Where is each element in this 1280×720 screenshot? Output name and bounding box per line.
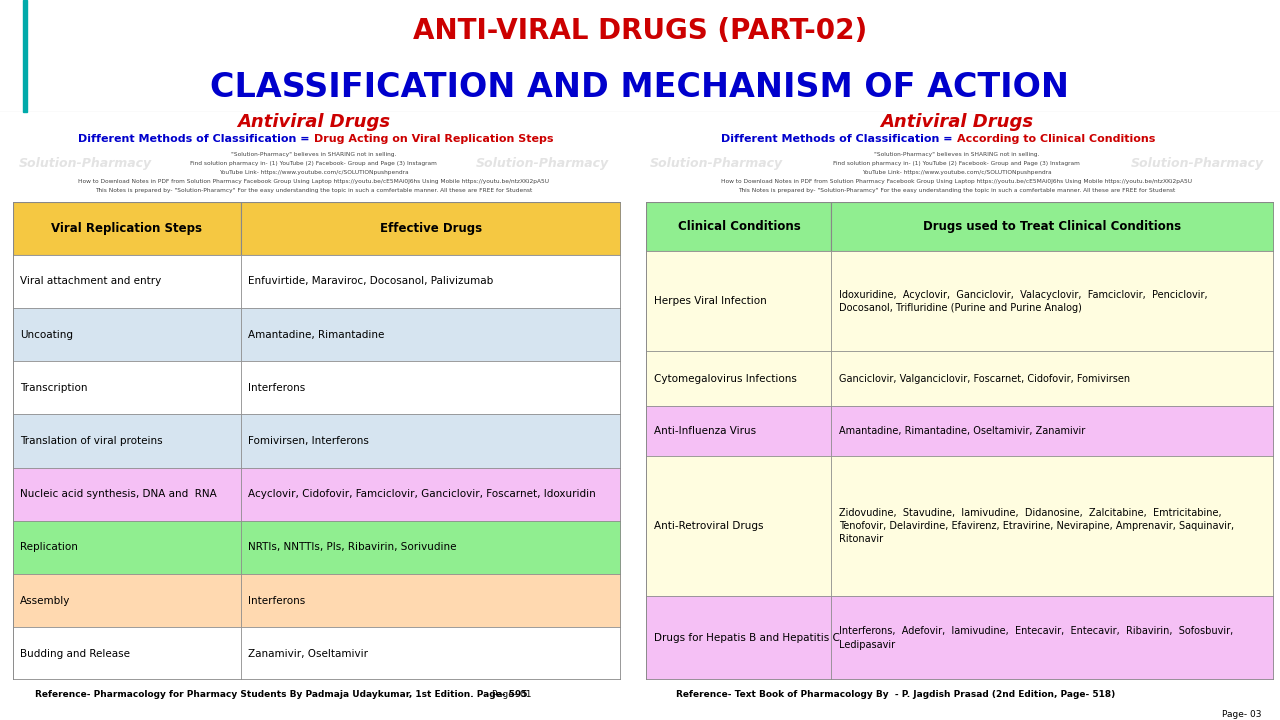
Text: Amantadine, Rimantadine, Oseltamivir, Zanamivir: Amantadine, Rimantadine, Oseltamivir, Za… bbox=[838, 426, 1085, 436]
FancyBboxPatch shape bbox=[832, 456, 1274, 595]
Circle shape bbox=[1196, 453, 1265, 505]
Text: Viral Replication Steps: Viral Replication Steps bbox=[51, 222, 202, 235]
Text: Interferons: Interferons bbox=[248, 383, 306, 393]
Text: Interferons: Interferons bbox=[248, 595, 306, 606]
Text: YouTube Link- https://www.youtube.com/c/SOLUTIONpushpendra: YouTube Link- https://www.youtube.com/c/… bbox=[219, 171, 408, 175]
Text: Solution-Pharmacy: Solution-Pharmacy bbox=[649, 157, 782, 171]
Text: Interferons,  Adefovir,  lamivudine,  Entecavir,  Entecavir,  Ribavirin,  Sofosb: Interferons, Adefovir, lamivudine, Entec… bbox=[838, 626, 1233, 649]
Text: "Solution-Pharmacy" believes in SHARING not in selling.: "Solution-Pharmacy" believes in SHARING … bbox=[230, 153, 397, 157]
Text: Drugs for Hepatis B and Hepatitis C: Drugs for Hepatis B and Hepatitis C bbox=[654, 633, 840, 643]
Text: Find solution pharmacy in- (1) YouTube (2) Facebook- Group and Page (3) Instagra: Find solution pharmacy in- (1) YouTube (… bbox=[191, 161, 436, 166]
Text: Antiviral Drugs: Antiviral Drugs bbox=[237, 113, 390, 131]
FancyBboxPatch shape bbox=[241, 521, 621, 574]
FancyBboxPatch shape bbox=[241, 202, 621, 255]
FancyBboxPatch shape bbox=[13, 521, 241, 574]
FancyBboxPatch shape bbox=[646, 251, 832, 351]
Text: Solution-Pharmacy: Solution-Pharmacy bbox=[476, 157, 609, 171]
Text: CLASSIFICATION AND MECHANISM OF ACTION: CLASSIFICATION AND MECHANISM OF ACTION bbox=[210, 71, 1070, 104]
FancyBboxPatch shape bbox=[241, 574, 621, 627]
Text: Idoxuridine,  Acyclovir,  Ganciclovir,  Valacyclovir,  Famciclovir,  Penciclovir: Idoxuridine, Acyclovir, Ganciclovir, Val… bbox=[838, 289, 1207, 313]
Text: This Notes is prepared by- "Solution-Pharamcy" For the easy understanding the to: This Notes is prepared by- "Solution-Pha… bbox=[739, 189, 1175, 193]
Text: Translation of viral proteins: Translation of viral proteins bbox=[20, 436, 163, 446]
Text: Reference- Pharmacology for Pharmacy Students By Padmaja Udaykumar, 1st Edition.: Reference- Pharmacology for Pharmacy Stu… bbox=[36, 690, 527, 698]
Circle shape bbox=[545, 453, 612, 505]
Text: Page- 01: Page- 01 bbox=[493, 690, 531, 698]
Text: Different Methods of Classification =: Different Methods of Classification = bbox=[722, 134, 957, 143]
Text: Clinical Conditions: Clinical Conditions bbox=[677, 220, 800, 233]
Text: Page- 03: Page- 03 bbox=[1222, 710, 1261, 719]
FancyBboxPatch shape bbox=[832, 251, 1274, 351]
FancyBboxPatch shape bbox=[13, 202, 241, 255]
Text: Drug Acting on Viral Replication Steps: Drug Acting on Viral Replication Steps bbox=[314, 134, 553, 143]
FancyBboxPatch shape bbox=[646, 406, 832, 456]
Text: Anti-Retroviral Drugs: Anti-Retroviral Drugs bbox=[654, 521, 763, 531]
Text: Solution-Pharmacy: Solution-Pharmacy bbox=[827, 429, 1093, 453]
FancyBboxPatch shape bbox=[832, 595, 1274, 680]
Text: Uncoating: Uncoating bbox=[20, 330, 73, 340]
Text: Reference- Text Book of Pharmacology By  - P. Jagdish Prasad (2nd Edition, Page-: Reference- Text Book of Pharmacology By … bbox=[676, 690, 1116, 698]
Text: Fomivirsen, Interferons: Fomivirsen, Interferons bbox=[248, 436, 369, 446]
Text: "Solution-Pharmacy" believes in SHARING not in selling.: "Solution-Pharmacy" believes in SHARING … bbox=[874, 153, 1039, 157]
Text: Transcription: Transcription bbox=[20, 383, 87, 393]
FancyBboxPatch shape bbox=[13, 415, 241, 467]
Text: Enfuvirtide, Maraviroc, Docosanol, Palivizumab: Enfuvirtide, Maraviroc, Docosanol, Paliv… bbox=[248, 276, 493, 287]
Text: Acyclovir, Cidofovir, Famciclovir, Ganciclovir, Foscarnet, Idoxuridin: Acyclovir, Cidofovir, Famciclovir, Ganci… bbox=[248, 489, 596, 499]
Text: Anti-Influenza Virus: Anti-Influenza Virus bbox=[654, 426, 756, 436]
FancyBboxPatch shape bbox=[832, 351, 1274, 406]
FancyBboxPatch shape bbox=[832, 406, 1274, 456]
Text: Viral attachment and entry: Viral attachment and entry bbox=[20, 276, 161, 287]
FancyBboxPatch shape bbox=[13, 255, 241, 308]
Text: How to Download Notes in PDF from Solution Pharmacy Facebook Group Using Laptop : How to Download Notes in PDF from Soluti… bbox=[78, 179, 549, 184]
Bar bbox=[23, 0, 27, 112]
FancyBboxPatch shape bbox=[13, 361, 241, 415]
FancyBboxPatch shape bbox=[646, 456, 832, 595]
Text: Replication: Replication bbox=[20, 542, 78, 552]
FancyBboxPatch shape bbox=[13, 574, 241, 627]
Text: How to Download Notes in PDF from Solution Pharmacy Facebook Group Using Laptop : How to Download Notes in PDF from Soluti… bbox=[722, 179, 1192, 184]
Text: Amantadine, Rimantadine: Amantadine, Rimantadine bbox=[248, 330, 384, 340]
Text: Ganciclovir, Valganciclovir, Foscarnet, Cidofovir, Fomivirsen: Ganciclovir, Valganciclovir, Foscarnet, … bbox=[838, 374, 1130, 384]
FancyBboxPatch shape bbox=[241, 361, 621, 415]
Text: NRTIs, NNTTIs, PIs, Ribavirin, Sorivudine: NRTIs, NNTTIs, PIs, Ribavirin, Sorivudin… bbox=[248, 542, 457, 552]
FancyBboxPatch shape bbox=[832, 202, 1274, 251]
Text: Different Methods of Classification =: Different Methods of Classification = bbox=[78, 134, 314, 143]
FancyBboxPatch shape bbox=[241, 467, 621, 521]
FancyBboxPatch shape bbox=[241, 255, 621, 308]
FancyBboxPatch shape bbox=[646, 351, 832, 406]
Text: Assembly: Assembly bbox=[20, 595, 70, 606]
Text: Herpes Viral Infection: Herpes Viral Infection bbox=[654, 297, 767, 306]
Text: Zanamivir, Oseltamivir: Zanamivir, Oseltamivir bbox=[248, 649, 369, 659]
Text: Solution-Pharmacy: Solution-Pharmacy bbox=[317, 429, 584, 453]
Text: ANTI-VIRAL DRUGS (PART-02): ANTI-VIRAL DRUGS (PART-02) bbox=[413, 17, 867, 45]
FancyBboxPatch shape bbox=[241, 627, 621, 680]
Text: Find solution pharmacy in- (1) YouTube (2) Facebook- Group and Page (3) Instagra: Find solution pharmacy in- (1) YouTube (… bbox=[833, 161, 1080, 166]
FancyBboxPatch shape bbox=[241, 415, 621, 467]
Text: According to Clinical Conditions: According to Clinical Conditions bbox=[957, 134, 1155, 143]
Text: Antiviral Drugs: Antiviral Drugs bbox=[881, 113, 1033, 131]
Text: Solution-Pharmacy: Solution-Pharmacy bbox=[18, 157, 151, 171]
FancyBboxPatch shape bbox=[13, 627, 241, 680]
Text: Budding and Release: Budding and Release bbox=[20, 649, 131, 659]
Text: Zidovudine,  Stavudine,  lamivudine,  Didanosine,  Zalcitabine,  Emtricitabine,
: Zidovudine, Stavudine, lamivudine, Didan… bbox=[838, 508, 1234, 544]
Text: Solution-Pharmacy: Solution-Pharmacy bbox=[50, 429, 316, 453]
Text: Solution-Pharmacy: Solution-Pharmacy bbox=[1132, 157, 1265, 171]
Text: Cytomegalovirus Infections: Cytomegalovirus Infections bbox=[654, 374, 797, 384]
Text: Drugs used to Treat Clinical Conditions: Drugs used to Treat Clinical Conditions bbox=[923, 220, 1181, 233]
FancyBboxPatch shape bbox=[241, 308, 621, 361]
Text: YouTube Link- https://www.youtube.com/c/SOLUTIONpushpendra: YouTube Link- https://www.youtube.com/c/… bbox=[861, 171, 1052, 175]
FancyBboxPatch shape bbox=[646, 595, 832, 680]
FancyBboxPatch shape bbox=[646, 202, 832, 251]
Text: Effective Drugs: Effective Drugs bbox=[380, 222, 481, 235]
Text: Nucleic acid synthesis, DNA and  RNA: Nucleic acid synthesis, DNA and RNA bbox=[20, 489, 216, 499]
Text: This Notes is prepared by- "Solution-Pharamcy" For the easy understanding the to: This Notes is prepared by- "Solution-Pha… bbox=[95, 189, 532, 193]
FancyBboxPatch shape bbox=[13, 467, 241, 521]
FancyBboxPatch shape bbox=[13, 308, 241, 361]
